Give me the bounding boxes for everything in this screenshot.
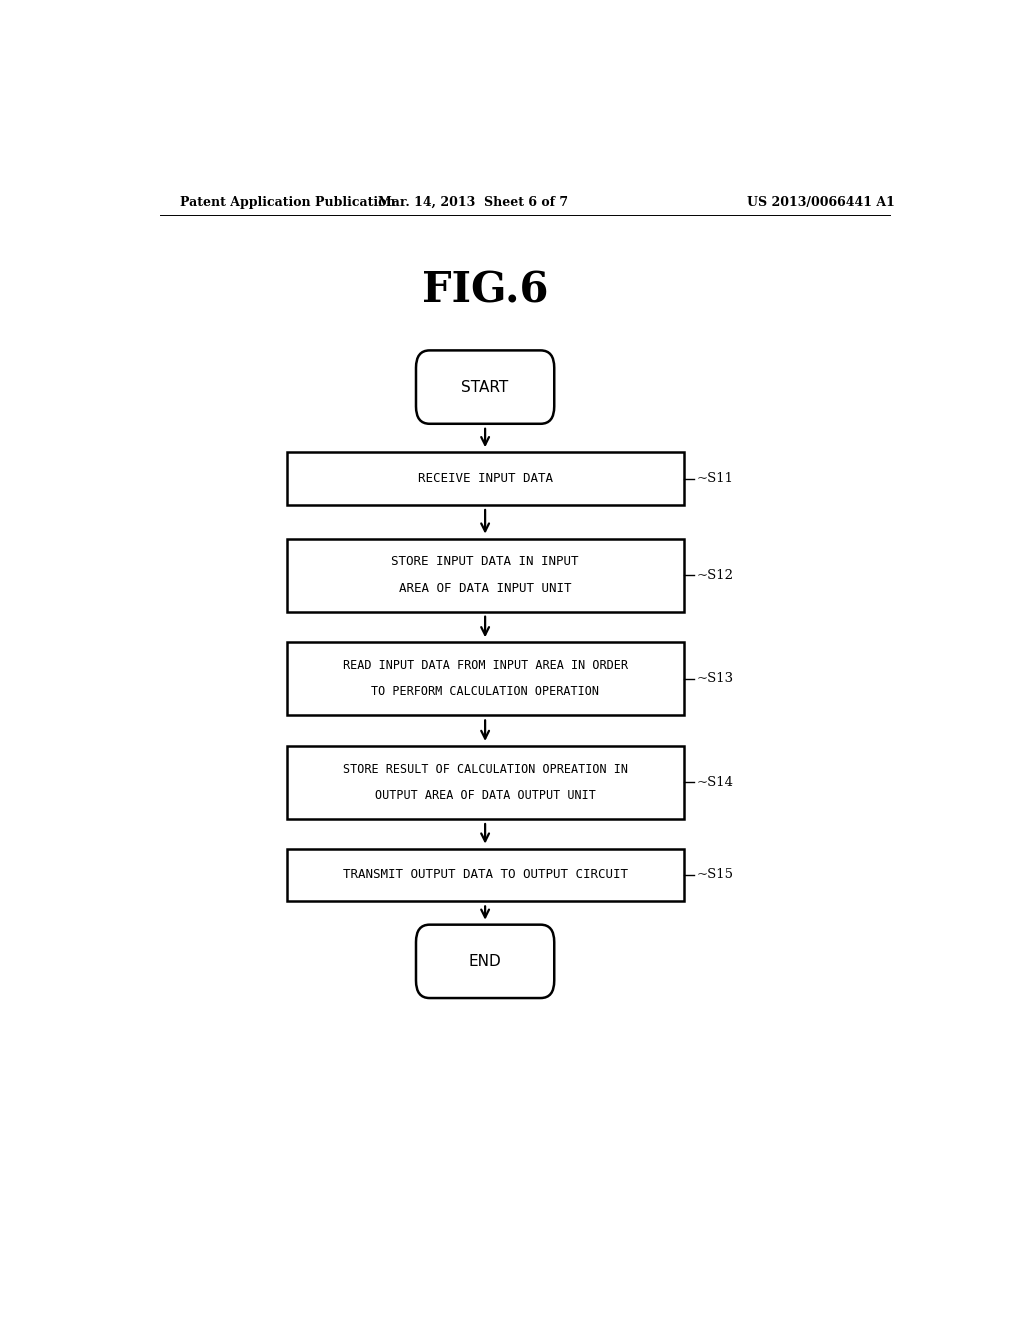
Text: US 2013/0066441 A1: US 2013/0066441 A1 bbox=[748, 195, 895, 209]
Text: TRANSMIT OUTPUT DATA TO OUTPUT CIRCUIT: TRANSMIT OUTPUT DATA TO OUTPUT CIRCUIT bbox=[343, 869, 628, 882]
Text: STORE RESULT OF CALCULATION OPREATION IN: STORE RESULT OF CALCULATION OPREATION IN bbox=[343, 763, 628, 776]
Text: ~S12: ~S12 bbox=[696, 569, 733, 582]
Text: OUTPUT AREA OF DATA OUTPUT UNIT: OUTPUT AREA OF DATA OUTPUT UNIT bbox=[375, 789, 596, 803]
Text: AREA OF DATA INPUT UNIT: AREA OF DATA INPUT UNIT bbox=[399, 582, 571, 595]
Text: RECEIVE INPUT DATA: RECEIVE INPUT DATA bbox=[418, 473, 553, 484]
Bar bbox=[287, 746, 684, 818]
Text: READ INPUT DATA FROM INPUT AREA IN ORDER: READ INPUT DATA FROM INPUT AREA IN ORDER bbox=[343, 659, 628, 672]
Text: ~S13: ~S13 bbox=[696, 672, 733, 685]
Bar bbox=[287, 643, 684, 715]
Text: START: START bbox=[462, 380, 509, 395]
Bar bbox=[287, 453, 684, 506]
Text: ~S15: ~S15 bbox=[696, 869, 733, 882]
FancyBboxPatch shape bbox=[416, 350, 554, 424]
Text: END: END bbox=[469, 954, 502, 969]
Text: TO PERFORM CALCULATION OPERATION: TO PERFORM CALCULATION OPERATION bbox=[371, 685, 599, 698]
Bar bbox=[287, 539, 684, 611]
Bar bbox=[287, 849, 684, 902]
Text: FIG.6: FIG.6 bbox=[422, 269, 549, 312]
Text: ~S11: ~S11 bbox=[696, 473, 733, 484]
FancyBboxPatch shape bbox=[416, 925, 554, 998]
Text: STORE INPUT DATA IN INPUT: STORE INPUT DATA IN INPUT bbox=[391, 556, 579, 569]
Text: Mar. 14, 2013  Sheet 6 of 7: Mar. 14, 2013 Sheet 6 of 7 bbox=[378, 195, 568, 209]
Text: ~S14: ~S14 bbox=[696, 776, 733, 789]
Text: Patent Application Publication: Patent Application Publication bbox=[179, 195, 395, 209]
